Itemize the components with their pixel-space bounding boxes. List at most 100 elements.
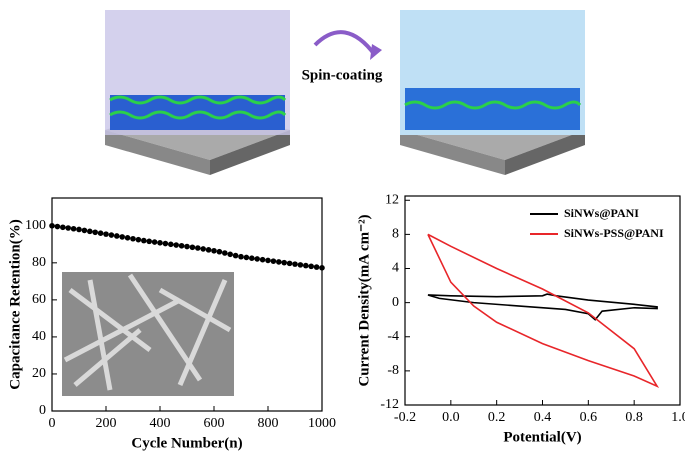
data-point: [259, 256, 266, 263]
data-point: [60, 224, 66, 231]
substrate-side: [400, 130, 505, 175]
data-point: [297, 262, 304, 268]
cv-curve: [427, 233, 660, 389]
x-tick-label: 0.8: [625, 410, 643, 425]
data-point: [108, 232, 115, 238]
y-tick-label: 80: [32, 255, 46, 270]
data-point: [178, 242, 185, 249]
data-point: [205, 247, 212, 253]
y-tick-label: -4: [387, 329, 399, 344]
sem-inset: [62, 272, 234, 396]
arrow: [313, 30, 377, 57]
data-point: [119, 234, 125, 240]
data-point: [227, 251, 233, 258]
x-tick-label: 0: [49, 416, 56, 431]
legend-label: SiNWs-PSS@PANI: [564, 226, 664, 240]
data-point: [135, 236, 142, 243]
data-point: [151, 239, 158, 245]
x-tick-label: 0.4: [534, 410, 552, 425]
y-tick-label: -12: [380, 397, 399, 412]
schematic: Spin-coating: [105, 10, 585, 175]
data-point: [254, 256, 260, 262]
sem-fiber: [63, 273, 232, 391]
data-point: [103, 231, 109, 237]
data-point: [319, 265, 325, 271]
y-tick-label: 60: [32, 292, 46, 307]
x-tick-label: 200: [96, 416, 117, 431]
pani-fiber: [109, 110, 287, 120]
data-point: [313, 264, 320, 270]
y-axis-title: Capacitance Retention(%): [7, 219, 23, 389]
x-tick-label: 0.2: [488, 410, 506, 425]
data-point: [87, 228, 93, 235]
x-tick-label: 1.0: [671, 410, 685, 425]
plot-frame: [51, 197, 323, 412]
y-axis-title: Current Density(mA cm⁻²): [356, 214, 372, 386]
data-point: [243, 254, 250, 261]
data-point: [54, 223, 61, 230]
y-tick-label: 0: [39, 403, 46, 418]
data-point: [292, 261, 298, 267]
data-point: [157, 240, 163, 246]
data-point: [195, 245, 201, 251]
substrate-side: [210, 130, 290, 175]
y-tick-label: 20: [32, 366, 46, 381]
data-point: [303, 262, 309, 269]
substrate-side: [105, 130, 210, 175]
data-point: [130, 235, 136, 242]
x-tick-label: 0.0: [442, 410, 460, 425]
data-point: [65, 225, 71, 231]
pani-fiber: [404, 100, 582, 110]
x-tick-label: 600: [204, 416, 225, 431]
data-point: [146, 238, 152, 245]
data-point: [92, 229, 98, 236]
data-point: [276, 259, 282, 265]
data-point: [222, 250, 228, 256]
data-point: [211, 247, 217, 254]
data-point: [168, 241, 174, 248]
data-point: [238, 253, 244, 260]
x-tick-label: 800: [258, 416, 279, 431]
data-point: [189, 244, 196, 251]
x-tick-label: 0.6: [580, 410, 598, 425]
cv-curve: [427, 293, 658, 321]
data-point: [141, 237, 147, 244]
data-point: [114, 233, 120, 239]
data-point: [81, 227, 88, 234]
data-point: [76, 226, 82, 233]
data-point: [200, 246, 206, 252]
data-point: [286, 260, 293, 267]
y-tick-label: 100: [25, 218, 46, 233]
data-point: [70, 225, 77, 232]
data-point: [216, 248, 223, 255]
data-point: [124, 235, 131, 241]
data-point: [281, 259, 288, 266]
data-point: [265, 257, 271, 264]
data-point: [308, 263, 315, 270]
x-axis-title: Potential(V): [503, 429, 581, 445]
arrow-label: Spin-coating: [302, 67, 383, 83]
data-point: [173, 242, 179, 248]
data-point: [232, 252, 239, 259]
legend-label: SiNWs@PANI: [564, 206, 639, 220]
y-tick-label: 0: [392, 295, 399, 310]
substrate-side: [505, 130, 585, 175]
x-axis-title: Cycle Number(n): [131, 435, 242, 451]
data-point: [184, 243, 190, 250]
x-tick-label: 400: [150, 416, 171, 431]
y-tick-label: 40: [32, 329, 46, 344]
pani-fiber: [109, 95, 287, 105]
y-tick-label: 12: [385, 192, 399, 207]
y-tick-label: -8: [387, 363, 399, 378]
y-tick-label: 4: [392, 261, 399, 276]
data-point: [270, 258, 277, 264]
data-point: [49, 222, 55, 229]
x-tick-label: 1000: [308, 416, 336, 431]
data-point: [162, 240, 169, 247]
arrow-head: [370, 44, 382, 60]
y-tick-label: 8: [392, 227, 399, 242]
x-tick-label: -0.2: [394, 410, 416, 425]
data-point: [249, 255, 255, 261]
data-point: [97, 230, 104, 236]
